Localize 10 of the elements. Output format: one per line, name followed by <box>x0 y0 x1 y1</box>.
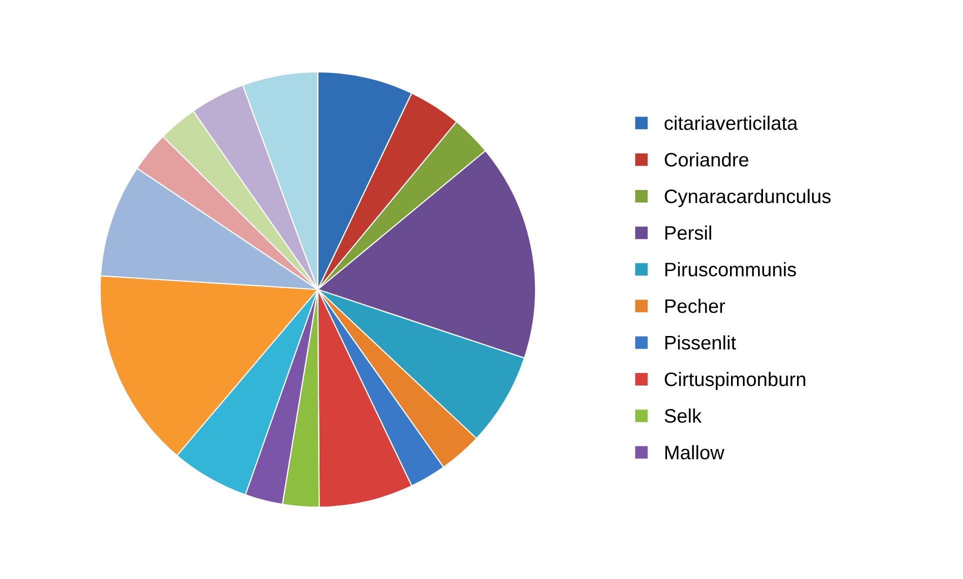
legend-label: Persil <box>665 226 712 240</box>
legend-label: Pecher <box>665 298 726 314</box>
legend-label: Piruscommunis <box>665 262 796 276</box>
legend-label: Selk <box>664 408 702 423</box>
legend-label: Mallow <box>665 445 724 460</box>
legend-label: citariaverticilata <box>664 116 798 130</box>
legend-label: Cirtuspimonburn <box>664 372 806 390</box>
legend-label: Coriandre <box>664 152 748 167</box>
legend-label: Cynaracardunculus <box>664 188 831 208</box>
legend-label: Pissenlit <box>665 335 736 350</box>
